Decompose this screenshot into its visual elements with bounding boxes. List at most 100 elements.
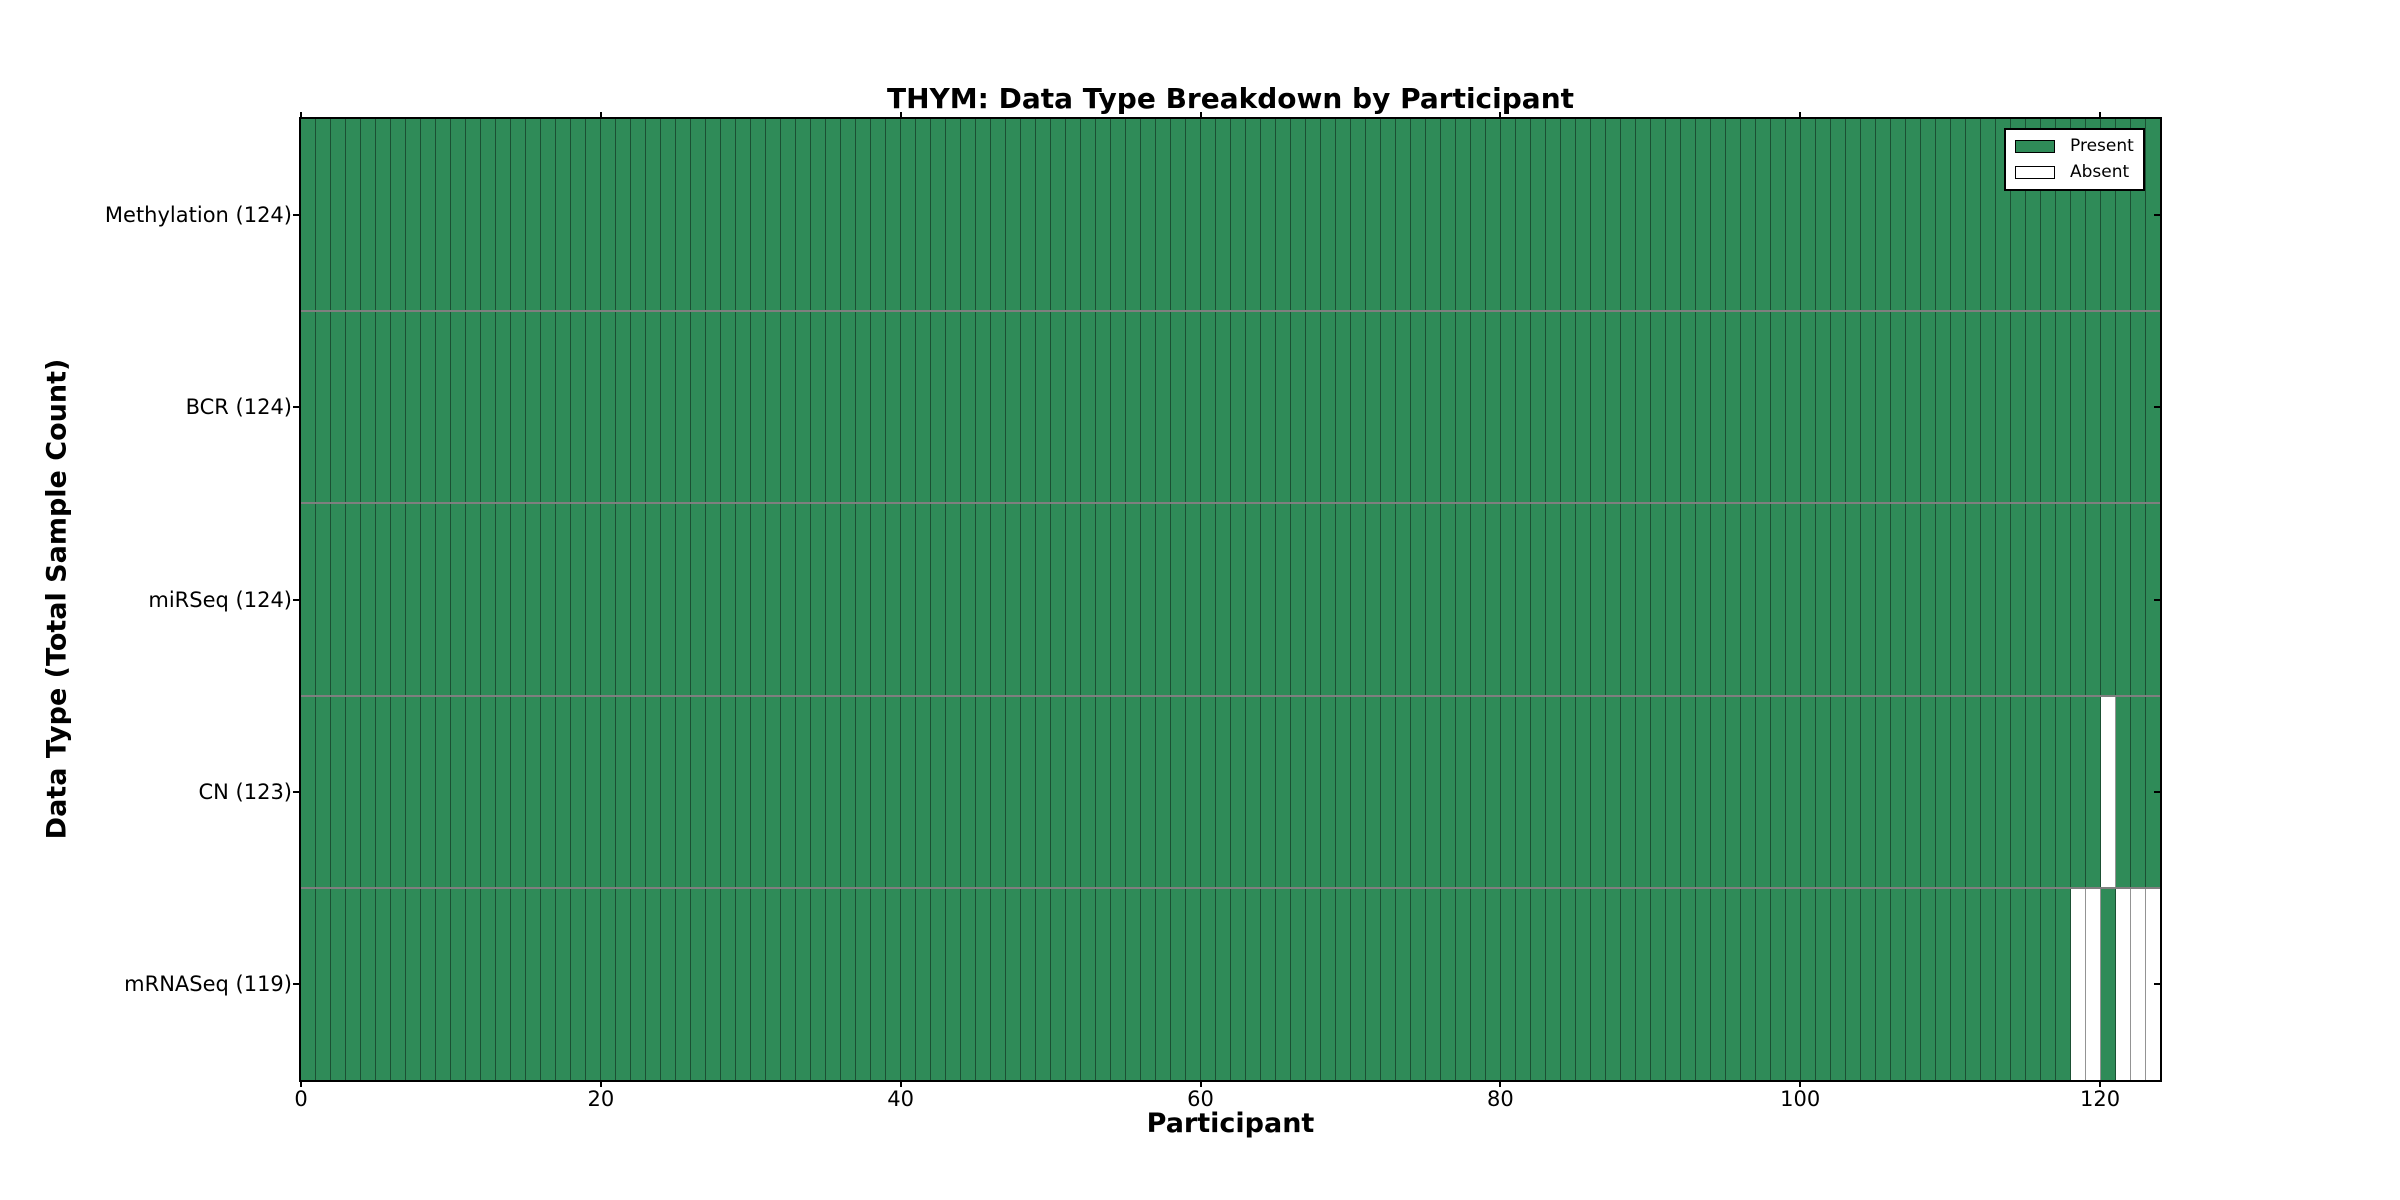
heatmap-cell-present (916, 311, 931, 503)
heatmap-cell-present (1756, 504, 1771, 695)
heatmap-cell-present (1336, 311, 1351, 503)
heatmap-cell-present (1201, 504, 1216, 695)
heatmap-cell-present (421, 119, 436, 310)
heatmap-cell-present (2041, 889, 2056, 1080)
heatmap-cell-present (1546, 311, 1561, 503)
heatmap-cell-present (751, 889, 766, 1080)
heatmap-cell-present (1096, 696, 1111, 888)
heatmap-cell-present (1351, 311, 1366, 503)
heatmap-cell-present (2041, 696, 2056, 888)
heatmap-cell-present (1201, 119, 1216, 310)
heatmap-cell-present (436, 504, 451, 695)
heatmap-cell-present (1756, 311, 1771, 503)
heatmap-cell-present (1561, 311, 1576, 503)
heatmap-cell-present (931, 311, 946, 503)
heatmap-cell-present (811, 696, 826, 888)
heatmap-cell-present (1501, 696, 1516, 888)
heatmap-cell-present (1501, 889, 1516, 1080)
heatmap-cell-present (661, 311, 676, 503)
heatmap-cell-present (1891, 504, 1906, 695)
heatmap-cell-present (1861, 504, 1876, 695)
heatmap-cell-present (961, 504, 976, 695)
heatmap-cell-present (1216, 119, 1231, 310)
heatmap-cell-present (946, 889, 961, 1080)
heatmap-cell-present (1936, 311, 1951, 503)
heatmap-cell-present (646, 696, 661, 888)
heatmap-cell-present (451, 696, 466, 888)
heatmap-cell-present (1951, 696, 1966, 888)
heatmap-cell-present (766, 119, 781, 310)
heatmap-cell-present (751, 504, 766, 695)
heatmap-cell-present (1336, 696, 1351, 888)
heatmap-cell-present (1051, 504, 1066, 695)
heatmap-cell-present (1516, 889, 1531, 1080)
heatmap-cell-present (631, 119, 646, 310)
heatmap-cell-present (616, 696, 631, 888)
heatmap-cell-present (646, 119, 661, 310)
heatmap-cell-present (856, 504, 871, 695)
heatmap-cell-present (1216, 504, 1231, 695)
heatmap-cell-present (2116, 311, 2131, 503)
heatmap-cell-present (586, 696, 601, 888)
heatmap-cell-present (1711, 889, 1726, 1080)
heatmap-cell-present (2026, 889, 2041, 1080)
heatmap-cell-present (1711, 696, 1726, 888)
heatmap-cell-present (886, 311, 901, 503)
heatmap-cell-present (1966, 696, 1981, 888)
heatmap-cell-present (1441, 696, 1456, 888)
heatmap-cell-present (886, 119, 901, 310)
heatmap-cell-present (511, 311, 526, 503)
heatmap-cell-present (1096, 119, 1111, 310)
heatmap-cell-present (1441, 889, 1456, 1080)
heatmap-cell-present (1666, 889, 1681, 1080)
x-tick-mark (300, 112, 302, 117)
heatmap-cell-present (466, 311, 481, 503)
heatmap-cell-present (1531, 696, 1546, 888)
y-tick-label: CN (123) (198, 779, 292, 804)
heatmap-cell-present (1876, 889, 1891, 1080)
heatmap-cell-present (1921, 504, 1936, 695)
x-tick-label: 100 (1780, 1087, 1821, 1111)
heatmap-cell-present (1126, 504, 1141, 695)
heatmap-cell-present (1741, 696, 1756, 888)
heatmap-cell-present (1876, 119, 1891, 310)
heatmap-cell-present (1726, 311, 1741, 503)
heatmap-cell-present (601, 696, 616, 888)
heatmap-cell-present (451, 311, 466, 503)
heatmap-cell-present (676, 696, 691, 888)
heatmap-cell-present (376, 311, 391, 503)
heatmap-cell-present (1846, 504, 1861, 695)
heatmap-cell-present (406, 889, 421, 1080)
heatmap-cell-present (1696, 119, 1711, 310)
heatmap-cell-present (361, 696, 376, 888)
heatmap-cell-present (961, 696, 976, 888)
heatmap-cell-present (1426, 889, 1441, 1080)
heatmap-cell-present (1771, 311, 1786, 503)
heatmap-cell-present (1396, 889, 1411, 1080)
heatmap-cell-present (1066, 696, 1081, 888)
heatmap-cell-present (1861, 696, 1876, 888)
heatmap-cell-present (1321, 119, 1336, 310)
heatmap-cell-present (346, 504, 361, 695)
heatmap-cell-present (1291, 311, 1306, 503)
heatmap-cell-present (826, 311, 841, 503)
heatmap-cell-present (1621, 311, 1636, 503)
heatmap-cell-present (1246, 119, 1261, 310)
heatmap-cell-present (1471, 504, 1486, 695)
heatmap-cell-present (1726, 889, 1741, 1080)
heatmap-cell-present (1801, 119, 1816, 310)
heatmap-cell-present (1576, 889, 1591, 1080)
heatmap-cell-present (1966, 311, 1981, 503)
y-tick-mark (2154, 790, 2160, 793)
heatmap-cell-present (1306, 504, 1321, 695)
heatmap-cell-present (2146, 311, 2160, 503)
heatmap-cell-present (331, 696, 346, 888)
heatmap-cell-present (1441, 119, 1456, 310)
heatmap-cell-absent (2146, 889, 2160, 1080)
x-tick-label: 60 (1187, 1087, 1214, 1111)
heatmap-cell-present (391, 889, 406, 1080)
heatmap-cell-present (1666, 119, 1681, 310)
heatmap-cell-present (1171, 696, 1186, 888)
y-tick-mark (2154, 598, 2160, 601)
